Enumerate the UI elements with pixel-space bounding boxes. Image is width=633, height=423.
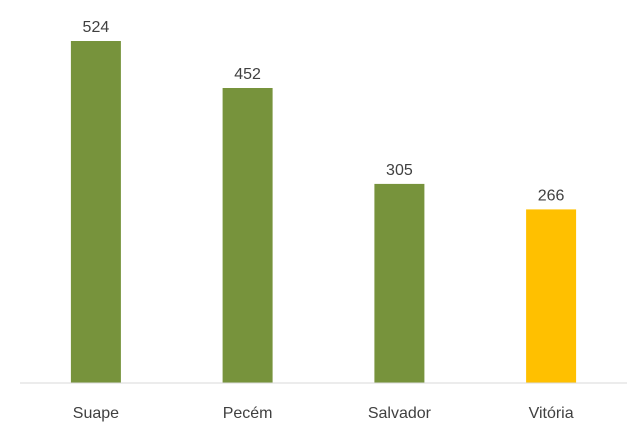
data-label-suape: 524: [83, 19, 110, 36]
bar-suape: [70, 41, 121, 383]
bar-pecem: [222, 88, 273, 383]
x-tick-label-vitoria: Vitória: [529, 405, 574, 422]
x-tick-labels-layer: Suape Pecém Salvador Vitória: [73, 405, 574, 422]
bar-vitoria: [526, 209, 577, 383]
x-tick-label-salvador: Salvador: [368, 405, 432, 422]
bar-salvador: [374, 183, 425, 383]
data-label-vitoria: 266: [538, 187, 565, 204]
data-labels-layer: 524 452 305 266: [83, 19, 565, 204]
bars-layer: [70, 41, 577, 383]
data-label-pecem: 452: [234, 66, 261, 83]
x-tick-label-suape: Suape: [73, 405, 119, 422]
data-label-salvador: 305: [386, 162, 413, 179]
x-tick-label-pecem: Pecém: [223, 405, 273, 422]
